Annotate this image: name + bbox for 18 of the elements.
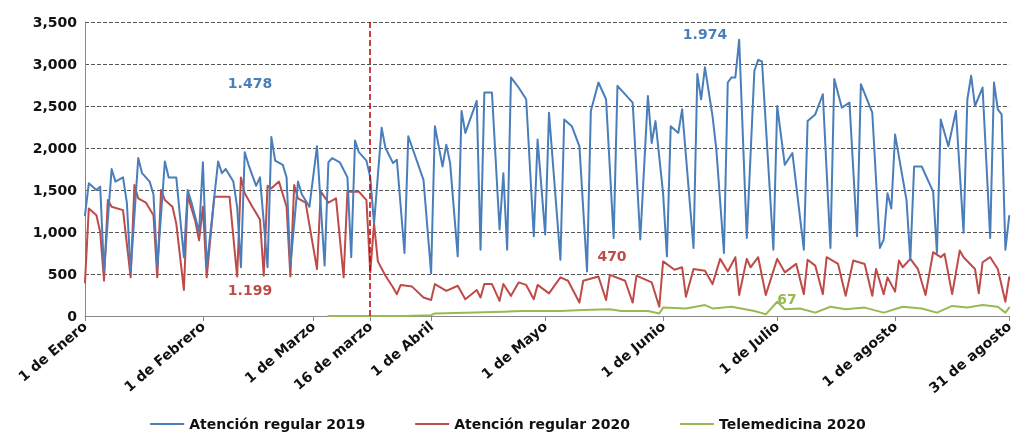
legend-label: Atención regular 2020 — [454, 416, 631, 432]
line-series — [84, 38, 1011, 275]
annotation: 1.974 — [682, 26, 728, 42]
y-tick-label: 3,500 — [32, 14, 78, 30]
line-series — [84, 176, 1011, 308]
y-tick-label: 3,000 — [32, 56, 78, 72]
annotation: 470 — [597, 248, 627, 264]
y-tick-label: 2,000 — [32, 140, 78, 156]
y-tick-label: 500 — [47, 266, 78, 282]
y-tick-label: 2,500 — [32, 98, 78, 114]
legend-label: Telemedicina 2020 — [719, 416, 867, 432]
annotation: 1.478 — [227, 75, 273, 91]
annotation: 1.199 — [227, 282, 273, 298]
annotation: 67 — [777, 291, 797, 307]
y-tick-label: 1,000 — [32, 224, 78, 240]
y-tick-label: 0 — [67, 308, 78, 324]
legend-label: Atención regular 2019 — [189, 416, 366, 432]
y-tick-label: 1,500 — [32, 182, 78, 198]
